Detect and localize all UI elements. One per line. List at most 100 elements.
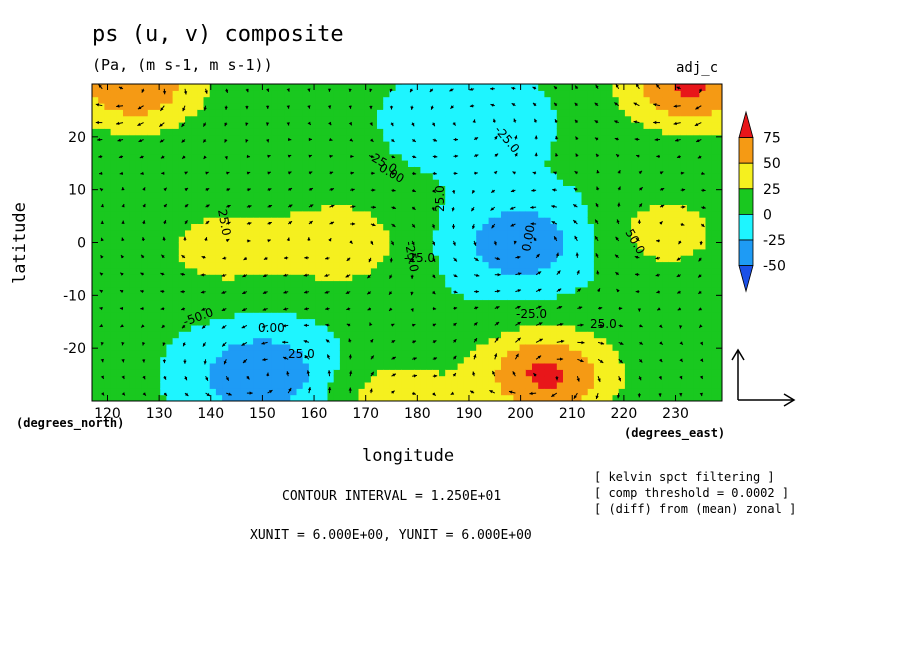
- field-cell: [649, 274, 657, 282]
- field-cell: [569, 350, 576, 358]
- field-cell: [674, 267, 682, 275]
- field-cell: [234, 274, 242, 282]
- field-cell: [631, 128, 638, 136]
- field-cell: [104, 153, 112, 161]
- field-cell: [377, 255, 384, 263]
- field-cell: [185, 375, 192, 383]
- field-cell: [358, 229, 366, 237]
- field-cell: [228, 318, 236, 326]
- field-cell: [321, 90, 329, 98]
- field-cell: [680, 191, 688, 199]
- field-cell: [222, 84, 229, 91]
- field-cell: [513, 141, 521, 148]
- field-cell: [240, 109, 248, 117]
- field-cell: [321, 128, 329, 136]
- field-cell: [346, 172, 353, 180]
- field-cell: [290, 153, 298, 161]
- field-cell: [352, 305, 360, 313]
- field-cell: [358, 109, 366, 117]
- field-cell: [575, 324, 583, 332]
- field-cell: [470, 185, 477, 193]
- field-cell: [178, 128, 186, 136]
- field-cell: [426, 280, 434, 288]
- field-cell: [395, 369, 403, 377]
- field-cell: [240, 293, 248, 301]
- field-cell: [154, 324, 161, 332]
- field-cell: [680, 255, 688, 263]
- field-cell: [426, 109, 434, 117]
- field-cell: [637, 350, 645, 358]
- field-cell: [414, 280, 421, 288]
- field-cell: [680, 363, 688, 370]
- field-cell: [203, 134, 211, 142]
- field-cell: [197, 128, 205, 136]
- field-cell: [215, 229, 223, 237]
- field-cell: [470, 229, 477, 237]
- field-cell: [507, 147, 514, 155]
- field-cell: [532, 274, 539, 282]
- field-cell: [538, 147, 545, 155]
- field-cell: [172, 103, 180, 110]
- field-cell: [172, 382, 180, 389]
- field-cell: [457, 305, 465, 313]
- field-cell: [147, 394, 155, 401]
- field-cell: [457, 147, 465, 155]
- field-cell: [618, 109, 626, 117]
- field-cell: [426, 248, 434, 256]
- field-cell: [463, 198, 471, 205]
- field-cell: [488, 147, 496, 155]
- field-cell: [271, 115, 279, 123]
- field-cell: [352, 103, 360, 110]
- field-cell: [693, 369, 700, 377]
- field-cell: [563, 375, 570, 383]
- field-cell: [92, 122, 99, 129]
- field-cell: [333, 103, 341, 110]
- field-cell: [494, 191, 502, 199]
- field-cell: [513, 356, 521, 364]
- field-cell: [129, 160, 136, 167]
- field-cell: [451, 236, 459, 244]
- field-cell: [550, 141, 558, 148]
- field-cell: [519, 134, 527, 142]
- field-cell: [488, 141, 496, 148]
- field-cell: [240, 84, 248, 91]
- field-cell: [339, 299, 347, 307]
- field-cell: [463, 179, 471, 186]
- field-cell: [563, 160, 570, 167]
- field-cell: [686, 84, 694, 91]
- field-cell: [377, 96, 384, 104]
- field-cell: [358, 356, 366, 364]
- field-cell: [476, 274, 483, 282]
- field-cell: [618, 160, 626, 167]
- field-cell: [339, 166, 347, 174]
- field-cell: [296, 147, 304, 155]
- field-cell: [463, 204, 471, 212]
- field-cell: [98, 280, 105, 288]
- field-cell: [544, 141, 552, 148]
- field-cell: [240, 255, 248, 263]
- field-cell: [160, 337, 167, 345]
- field-cell: [593, 248, 601, 256]
- field-cell: [476, 363, 483, 370]
- field-cell: [253, 337, 260, 345]
- field-cell: [643, 141, 651, 148]
- field-cell: [98, 274, 105, 282]
- field-cell: [544, 229, 552, 237]
- field-cell: [680, 179, 688, 186]
- field-cell: [296, 134, 304, 142]
- field-cell: [333, 382, 341, 389]
- field-cell: [606, 160, 614, 167]
- field-cell: [364, 147, 372, 155]
- field-cell: [135, 115, 143, 123]
- field-cell: [532, 299, 539, 307]
- field-cell: [426, 388, 434, 396]
- field-cell: [389, 369, 397, 377]
- field-cell: [426, 299, 434, 307]
- field-cell: [333, 166, 341, 174]
- field-cell: [240, 172, 248, 180]
- field-cell: [674, 217, 682, 224]
- field-cell: [265, 160, 273, 167]
- field-cell: [154, 255, 161, 263]
- field-cell: [333, 229, 341, 237]
- field-cell: [532, 363, 539, 370]
